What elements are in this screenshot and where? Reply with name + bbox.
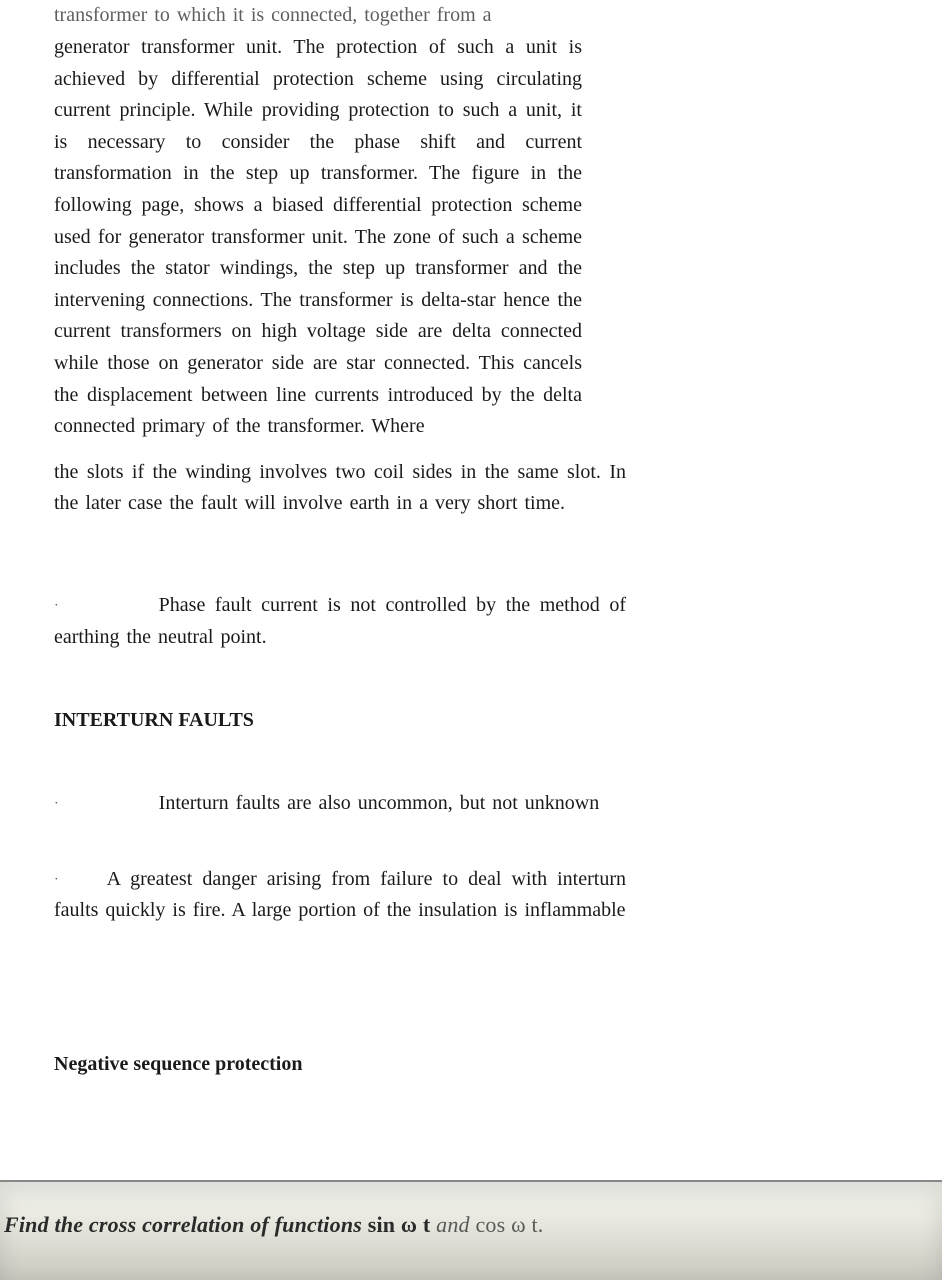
- footer-prefix: Find the cross correlation of functions: [4, 1212, 368, 1237]
- footer-sin: sin ω t: [368, 1212, 431, 1237]
- interturn-bullet-1: · Interturn faults are also uncommon, but…: [54, 788, 626, 820]
- interturn-bullet1-text: Interturn faults are also uncommon, but …: [159, 792, 600, 814]
- bullet-dot-icon: ·: [54, 872, 59, 887]
- main-paragraph: generator transformer unit. The protecti…: [54, 32, 582, 443]
- phase-fault-text: Phase fault current is not controlled by…: [54, 594, 626, 648]
- document-body: transformer to which it is connected, to…: [0, 0, 942, 1076]
- truncated-top-line: transformer to which it is connected, to…: [54, 0, 874, 30]
- bullet-dot-icon: ·: [54, 796, 59, 811]
- footer-exercise-text: Find the cross correlation of functions …: [4, 1212, 543, 1238]
- negseq-heading: Negative sequence protection: [54, 1053, 874, 1076]
- bullet-dot-icon: ·: [54, 598, 59, 613]
- interturn-bullet-2: ·A greatest danger arising from failure …: [54, 864, 626, 927]
- phase-fault-bullet: ·Phase fault current is not controlled b…: [54, 590, 626, 653]
- interturn-bullet2-text: A greatest danger arising from failure t…: [54, 868, 626, 922]
- slots-paragraph: the slots if the winding involves two co…: [54, 457, 626, 520]
- footer-and: and: [430, 1212, 475, 1237]
- footer-strip: Find the cross correlation of functions …: [0, 1180, 942, 1280]
- footer-cos: cos ω t.: [475, 1212, 543, 1237]
- interturn-heading: INTERTURN FAULTS: [54, 709, 874, 732]
